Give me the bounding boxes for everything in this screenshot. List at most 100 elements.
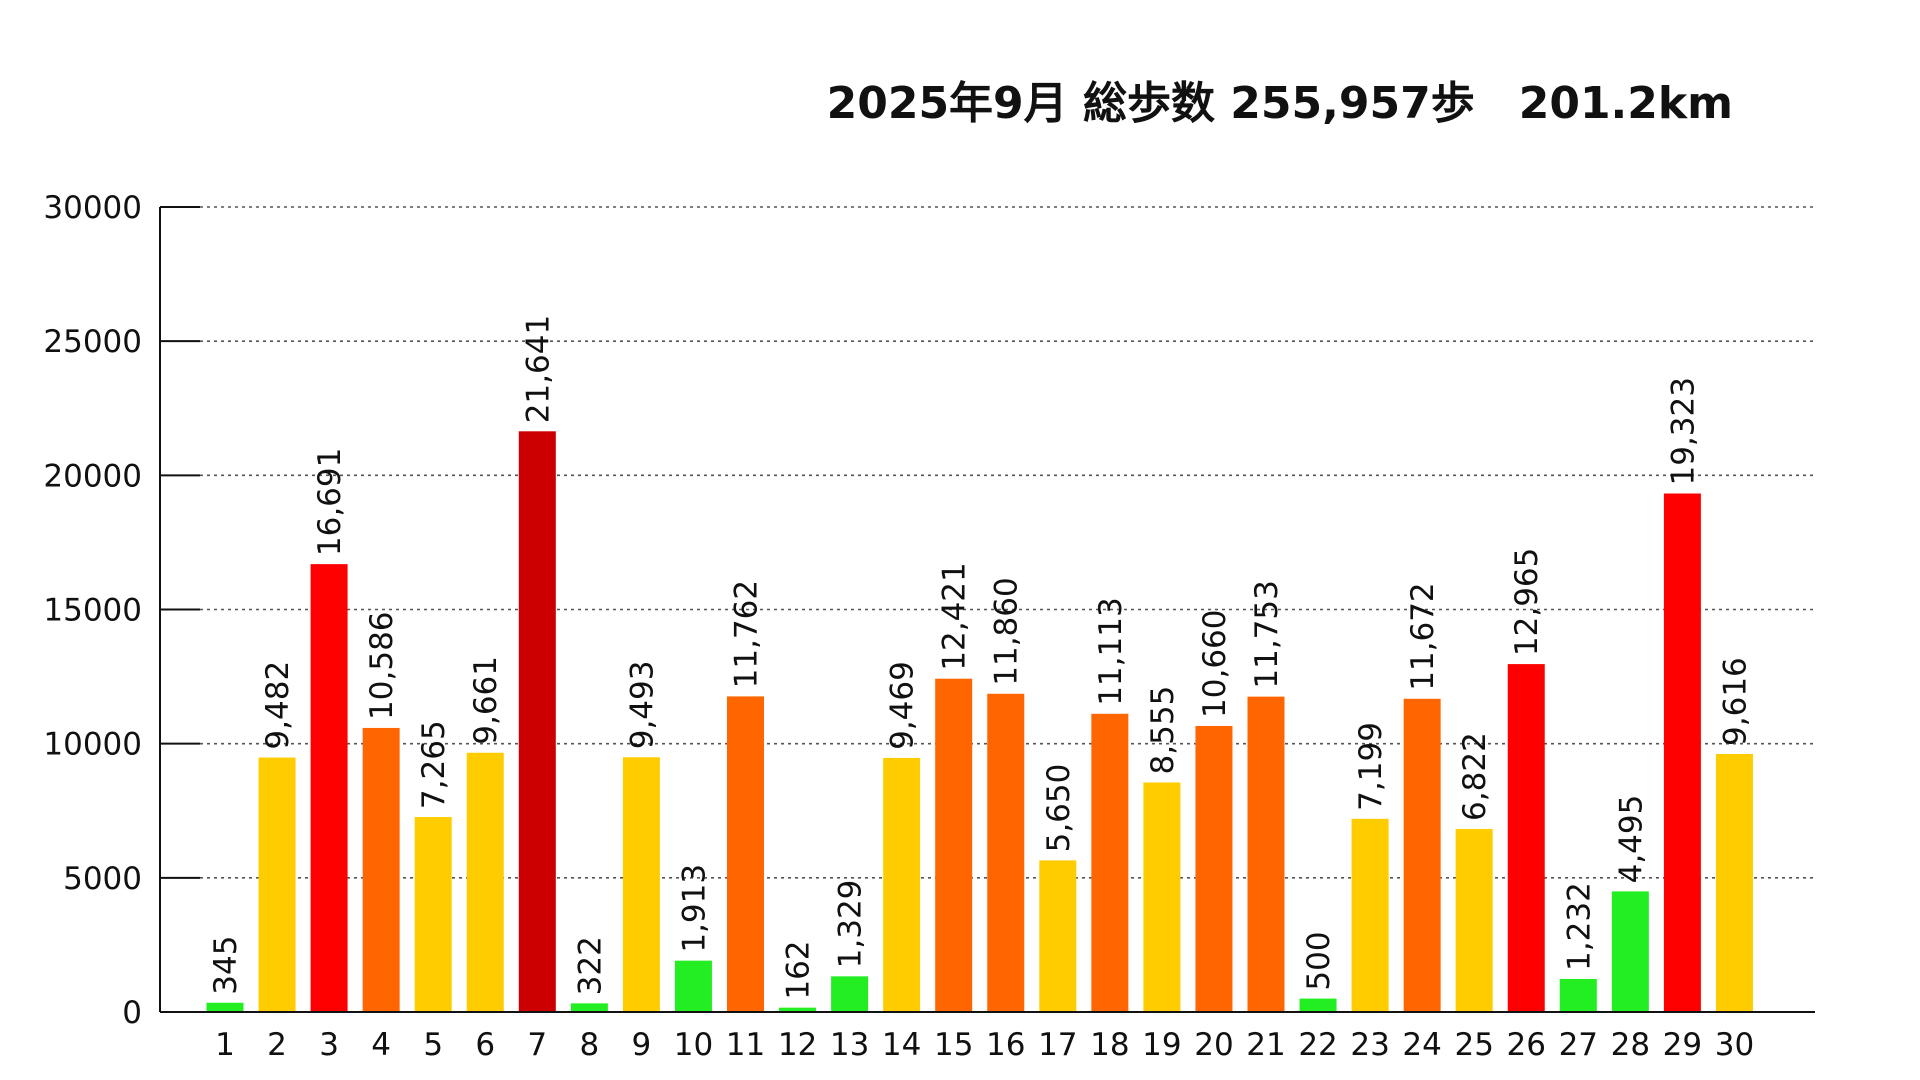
bar-day-25: [1455, 828, 1493, 1012]
x-tick-label: 20: [1194, 1027, 1233, 1063]
x-axis-tick-labels: 1 2 3 4 5 6 7 8 9 10 11 12 13 14 15 16 17 18 19 20 21 22 23 24 2…: [215, 1027, 1754, 1063]
bar-day-9: [622, 757, 660, 1012]
bar-day-14: [883, 757, 921, 1012]
x-tick-label: 30: [1715, 1027, 1754, 1063]
x-tick-label: 29: [1663, 1027, 1702, 1063]
bar-value-label: 5,650: [1041, 764, 1077, 853]
x-tick-label: 22: [1298, 1027, 1337, 1063]
bar-value-label: 345: [208, 936, 244, 995]
x-tick-label: 1: [215, 1027, 235, 1063]
bar-day-30: [1715, 753, 1753, 1012]
bar-day-26: [1507, 664, 1545, 1012]
bar-day-22: [1299, 998, 1337, 1012]
bar-value-label: 10,660: [1197, 609, 1233, 717]
x-tick-label: 16: [986, 1027, 1025, 1063]
x-tick-label: 2: [267, 1027, 287, 1063]
bar-value-label: 9,616: [1717, 657, 1753, 746]
bar-day-16: [987, 693, 1025, 1012]
x-tick-label: 25: [1454, 1027, 1493, 1063]
bar-value-label: 7,199: [1353, 722, 1389, 811]
bar-day-23: [1351, 818, 1389, 1012]
bar-value-label: 12,965: [1509, 548, 1545, 656]
y-axis-tick-labels: 0 5000 10000 15000 20000 25000 30000: [43, 190, 142, 1031]
x-tick-label: 9: [632, 1027, 652, 1063]
x-tick-label: 18: [1090, 1027, 1129, 1063]
x-tick-label: 21: [1246, 1027, 1285, 1063]
bars: [206, 431, 1753, 1013]
x-tick-label: 14: [882, 1027, 921, 1063]
bar-value-label: 7,265: [416, 720, 452, 809]
bar-day-12: [779, 1007, 817, 1012]
bar-day-13: [831, 976, 869, 1012]
bar-value-label: 11,762: [729, 580, 765, 688]
y-tick-label: 15000: [43, 593, 142, 629]
x-tick-label: 17: [1038, 1027, 1077, 1063]
bar-value-label: 11,113: [1093, 597, 1129, 705]
bar-value-label: 6,822: [1457, 732, 1493, 821]
x-tick-label: 23: [1350, 1027, 1389, 1063]
x-tick-label: 26: [1507, 1027, 1546, 1063]
bar-value-label: 16,691: [312, 448, 348, 556]
x-tick-label: 27: [1559, 1027, 1598, 1063]
bar-value-label: 322: [572, 936, 608, 995]
bar-value-label: 1,913: [676, 864, 712, 953]
bar-value-label: 19,323: [1665, 377, 1701, 485]
bar-value-label: 11,753: [1249, 580, 1285, 688]
x-tick-label: 6: [475, 1027, 495, 1063]
bar-day-8: [570, 1003, 608, 1012]
y-tick-label: 20000: [43, 458, 142, 494]
bar-value-label: 11,860: [989, 577, 1025, 685]
bar-day-11: [727, 696, 764, 1012]
x-tick-label: 3: [319, 1027, 339, 1063]
bar-value-label: 162: [781, 940, 817, 999]
bar-value-label: 1,329: [833, 880, 869, 969]
y-tick-label: 10000: [43, 727, 142, 763]
bar-day-17: [1039, 860, 1077, 1012]
bar-value-label: 8,555: [1145, 686, 1181, 775]
bar-day-20: [1195, 725, 1233, 1012]
y-tick-label: 30000: [43, 190, 142, 226]
x-tick-label: 11: [726, 1027, 765, 1063]
bar-value-label: 9,661: [468, 656, 504, 745]
x-tick-label: 15: [934, 1027, 973, 1063]
y-tick-label: 25000: [43, 324, 142, 360]
x-tick-label: 10: [674, 1027, 713, 1063]
bar-value-label: 1,232: [1561, 882, 1597, 971]
bar-value-label: 11,672: [1405, 582, 1441, 690]
x-tick-label: 7: [527, 1027, 547, 1063]
bar-value-label: 9,493: [624, 661, 660, 750]
x-tick-label: 8: [579, 1027, 599, 1063]
bar-value-label: 12,421: [937, 562, 973, 670]
x-tick-label: 12: [778, 1027, 817, 1063]
bar-day-3: [310, 564, 348, 1012]
bar-value-label: 500: [1301, 931, 1337, 990]
bar-day-4: [362, 727, 400, 1012]
bar-day-2: [258, 757, 296, 1012]
bar-day-1: [206, 1002, 244, 1012]
bar-day-6: [466, 752, 504, 1012]
bar-value-label: 9,469: [885, 661, 921, 750]
bar-day-15: [935, 678, 973, 1012]
chart-title: 2025年9月 総歩数 255,957歩 201.2km: [827, 78, 1733, 129]
bar-value-label: 10,586: [364, 611, 400, 719]
bar-day-5: [414, 817, 452, 1012]
bar-day-18: [1091, 713, 1129, 1012]
bar-day-21: [1247, 696, 1285, 1012]
bar-value-label: 9,482: [260, 661, 296, 750]
x-tick-label: 24: [1402, 1027, 1441, 1063]
bar-day-10: [674, 960, 712, 1012]
bar-day-28: [1611, 891, 1649, 1012]
bar-value-labels: 345 9,482 16,691 10,586 7,265 9,661 21,641 322 9…: [208, 315, 1753, 1000]
y-tick-label: 0: [122, 995, 142, 1031]
x-tick-label: 4: [371, 1027, 391, 1063]
bar-day-19: [1143, 782, 1181, 1012]
bar-day-7: [518, 431, 556, 1013]
x-tick-label: 5: [423, 1027, 443, 1063]
y-tick-label: 5000: [63, 861, 142, 897]
x-tick-label: 19: [1142, 1027, 1181, 1063]
bar-value-label: 4,495: [1613, 795, 1649, 884]
bar-day-29: [1663, 493, 1701, 1012]
bar-day-27: [1559, 978, 1597, 1012]
bar-value-label: 21,641: [520, 315, 556, 423]
